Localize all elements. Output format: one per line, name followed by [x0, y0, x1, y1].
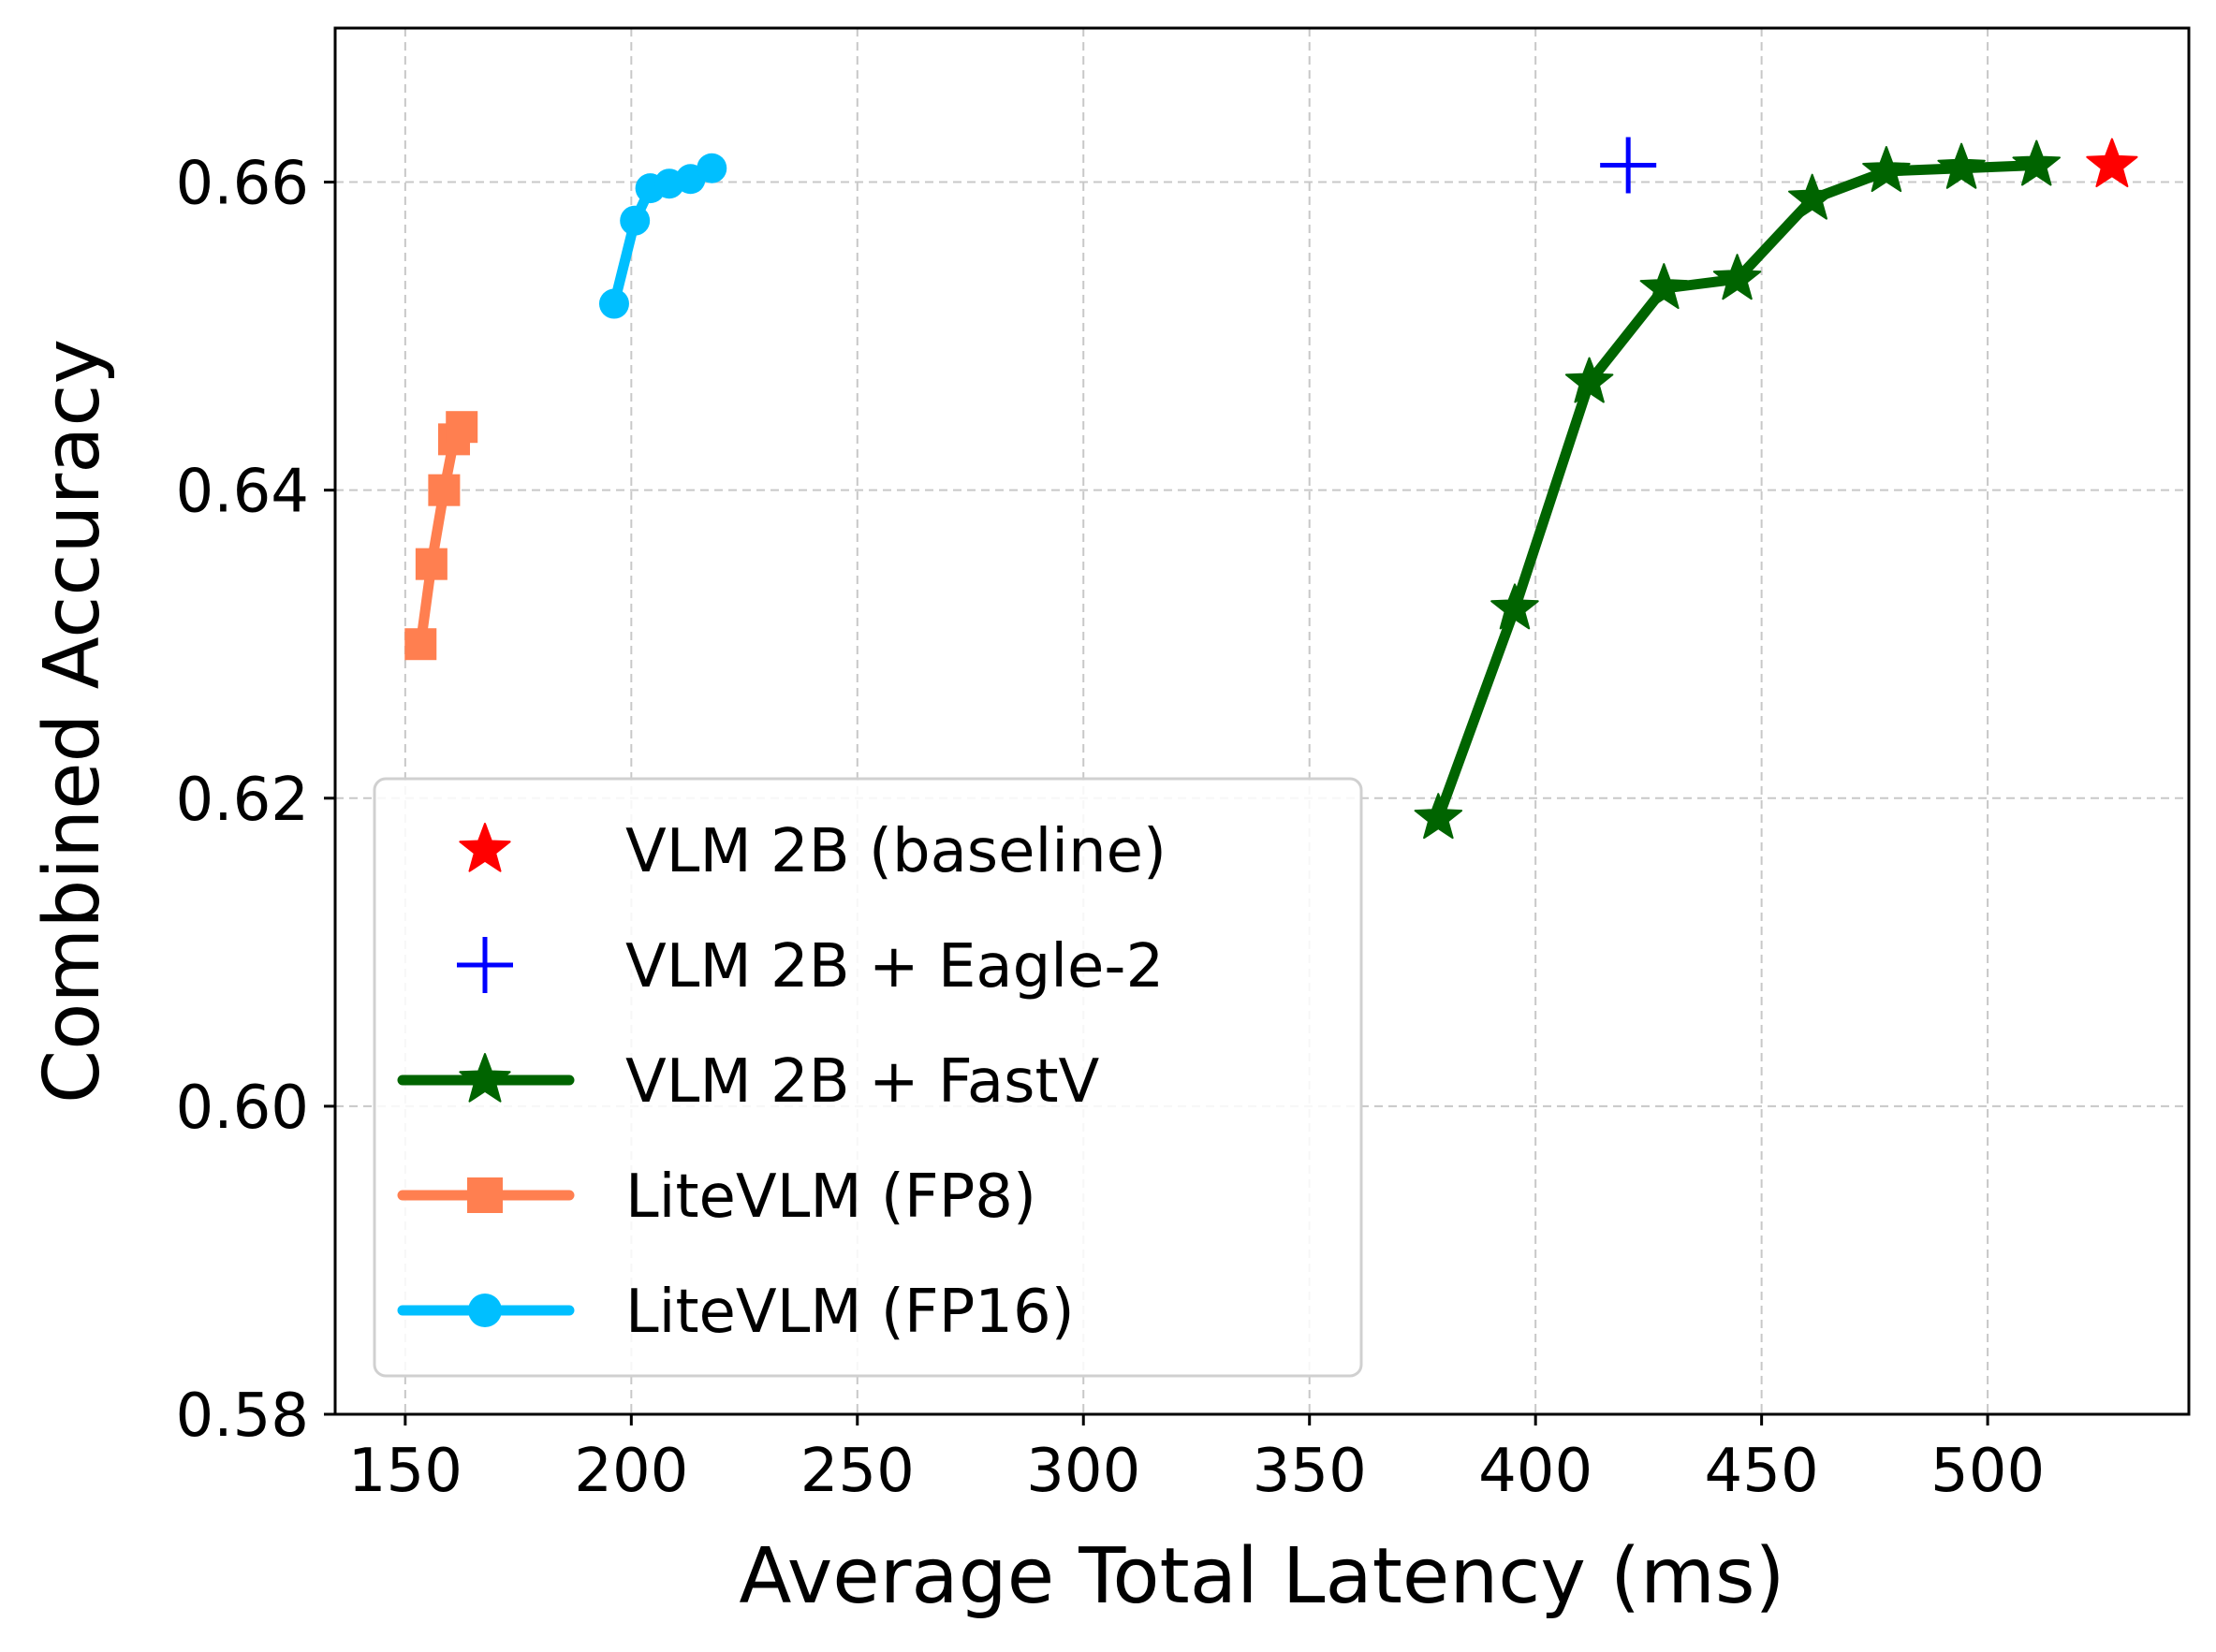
- series-0: [2086, 138, 2138, 188]
- data-point: [1862, 146, 1911, 193]
- legend-item: VLM 2B + FastV: [397, 1047, 1100, 1117]
- x-tick-label: 400: [1478, 1437, 1592, 1506]
- data-point: [1639, 263, 1688, 310]
- plot-series: [404, 137, 2138, 840]
- legend-item: LiteVLM (FP8): [397, 1162, 1036, 1232]
- y-tick-label: 0.66: [176, 150, 310, 219]
- y-tick-label: 0.64: [176, 458, 310, 527]
- data-point: [697, 153, 727, 183]
- data-point: [1788, 173, 1837, 220]
- legend-marker: [459, 1053, 511, 1103]
- legend-item: VLM 2B (baseline): [459, 817, 1167, 886]
- data-point: [1937, 142, 1986, 189]
- data-point: [415, 548, 448, 580]
- data-point: [1564, 357, 1614, 403]
- series-1: [1600, 137, 1657, 194]
- data-point: [2086, 138, 2138, 188]
- x-tick-label: 500: [1930, 1437, 2045, 1506]
- legend-marker: [457, 937, 513, 993]
- legend-label: VLM 2B + Eagle-2: [625, 932, 1164, 1001]
- legend-marker: [467, 1177, 503, 1213]
- x-tick-label: 250: [800, 1437, 915, 1506]
- y-tick-label: 0.60: [176, 1074, 310, 1143]
- data-point: [1600, 137, 1657, 194]
- legend-item: LiteVLM (FP16): [397, 1278, 1075, 1347]
- data-point: [620, 205, 651, 236]
- legend: VLM 2B (baseline) VLM 2B + Eagle-2 VLM 2B …: [373, 777, 1363, 1378]
- legend-label: LiteVLM (FP8): [625, 1162, 1036, 1232]
- axis-ticks: 150 200 250 300 350 400 450 500 0.58 0.60 0.62 0.64…: [176, 150, 2046, 1506]
- y-axis-label: Combined Accuracy: [28, 339, 117, 1104]
- legend-marker: [468, 1294, 502, 1327]
- legend-marker: [459, 823, 511, 872]
- data-point: [2012, 139, 2061, 186]
- x-tick-label: 450: [1705, 1437, 1819, 1506]
- series-4: [598, 153, 727, 319]
- series-3: [404, 411, 478, 661]
- x-tick-label: 200: [574, 1437, 688, 1506]
- legend-item: VLM 2B + Eagle-2: [457, 932, 1164, 1001]
- x-tick-label: 300: [1026, 1437, 1140, 1506]
- x-tick-label: 350: [1253, 1437, 1367, 1506]
- series-2: [1414, 139, 2061, 840]
- y-tick-label: 0.58: [176, 1382, 310, 1451]
- x-tick-label: 150: [348, 1437, 462, 1506]
- data-point: [1414, 793, 1463, 840]
- data-point: [446, 411, 478, 444]
- data-point: [404, 628, 437, 661]
- data-point: [1490, 583, 1539, 630]
- legend-box: [373, 777, 1363, 1378]
- x-axis-label: Average Total Latency (ms): [739, 1532, 1784, 1621]
- data-point: [1712, 254, 1762, 300]
- y-tick-label: 0.62: [176, 766, 310, 835]
- data-point: [428, 474, 461, 506]
- legend-label: LiteVLM (FP16): [625, 1278, 1075, 1347]
- legend-label: VLM 2B + FastV: [625, 1047, 1100, 1117]
- data-point: [598, 288, 629, 319]
- legend-label: VLM 2B (baseline): [625, 817, 1167, 886]
- plot-frame: [333, 26, 2191, 1416]
